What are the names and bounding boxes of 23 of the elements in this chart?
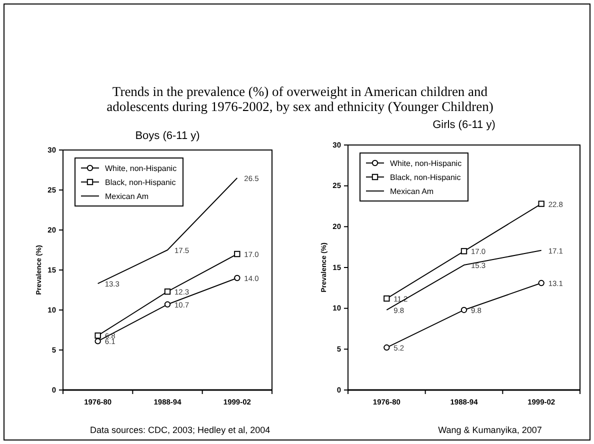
text: Trends in the prevalence (%) of overweight in American children and adolescents during 1976-2002, by sex and ethnicity (Younger Children) <box>106 84 494 114</box>
point <box>538 200 544 207</box>
legend-label: Black, non-Hispanic <box>105 178 176 187</box>
point <box>164 301 171 308</box>
point <box>460 306 468 314</box>
legend-label: White, non-Hispanic <box>105 164 177 173</box>
point <box>94 332 101 339</box>
point <box>538 280 544 286</box>
chart-subtitle: Boys (6-11 y) <box>135 130 200 142</box>
legend-label: Black, non-Hispanic <box>390 173 461 182</box>
legend-label: Mexican Am <box>390 187 434 196</box>
point <box>94 338 101 344</box>
point <box>384 295 390 302</box>
legend-label: Mexican Am <box>105 192 149 201</box>
point <box>234 274 240 282</box>
point <box>460 248 468 254</box>
text: Data sources: CDC, 2003; Hedley et al, 2004 <box>90 425 270 435</box>
chart-subtitle: Girls (6-11 y) <box>432 119 496 131</box>
point <box>164 288 171 295</box>
text: Wang & Kumanyika, 2007 <box>438 425 542 435</box>
legend-label: White, non-Hispanic <box>390 159 462 168</box>
point <box>234 250 240 258</box>
point <box>384 344 390 351</box>
